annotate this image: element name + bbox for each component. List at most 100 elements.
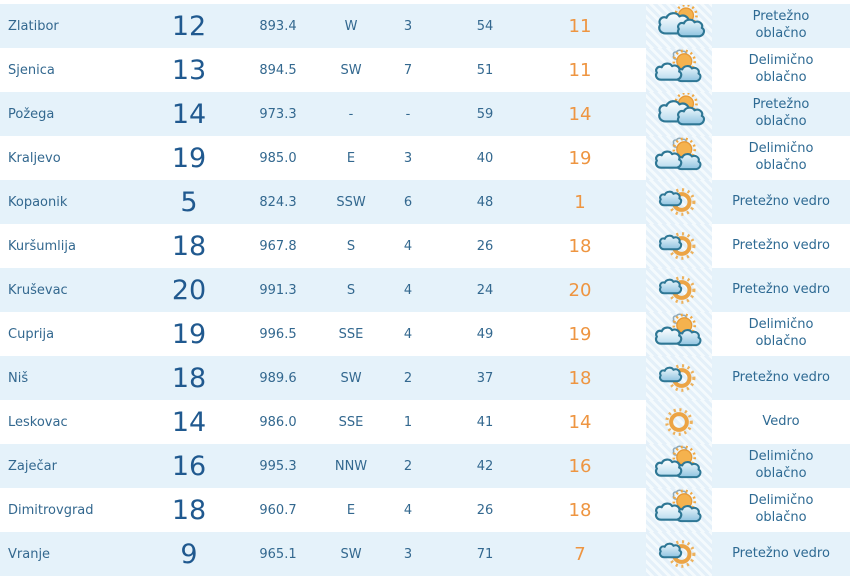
description-line: Vedro xyxy=(762,413,800,429)
partly-cloudy-weather-icon xyxy=(649,137,709,179)
wind-direction-value: SW xyxy=(340,62,362,78)
table-row: Požega 14 973.3 - - 59 14 Pretežno oblačn… xyxy=(0,92,850,136)
description-line: Pretežno vedro xyxy=(732,193,830,209)
pressure-value: 894.5 xyxy=(259,62,297,78)
wind-direction-value: S xyxy=(346,238,356,254)
pressure-value: 985.0 xyxy=(259,150,297,166)
weather-icon-cell xyxy=(646,312,712,356)
temperature-value: 13 xyxy=(171,54,207,86)
description-line: Delimično xyxy=(748,449,814,465)
pressure-value: 960.7 xyxy=(259,502,297,518)
weather-description: Pretežno vedro xyxy=(712,194,850,211)
temperature-value: 14 xyxy=(171,406,207,438)
city-name: Niš xyxy=(8,370,29,386)
temperature-value: 18 xyxy=(171,494,207,526)
weather-description: Vedro xyxy=(712,414,850,431)
description-line: Delimično xyxy=(748,317,814,333)
weather-description: Pretežno oblačno xyxy=(712,9,850,43)
table-row: Sjenica 13 894.5 SW 7 51 11 Delimično obl… xyxy=(0,48,850,92)
humidity-value: 71 xyxy=(476,546,494,562)
feels-like-value: 11 xyxy=(568,15,592,37)
partly-cloudy-weather-icon xyxy=(649,489,709,531)
humidity-value: 42 xyxy=(476,458,494,474)
weather-icon-cell xyxy=(646,48,712,92)
pressure-value: 967.8 xyxy=(259,238,297,254)
wind-direction-value: - xyxy=(348,106,354,122)
weather-icon-cell xyxy=(646,268,712,312)
weather-description: Pretežno oblačno xyxy=(712,97,850,131)
feels-like-value: 1 xyxy=(574,191,586,213)
pressure-value: 989.6 xyxy=(259,370,297,386)
mostly-clear-weather-icon xyxy=(649,225,709,267)
pressure-value: 991.3 xyxy=(259,282,297,298)
wind-speed-value: 2 xyxy=(403,458,413,474)
wind-speed-value: 4 xyxy=(403,326,413,342)
wind-direction-value: W xyxy=(344,18,358,34)
temperature-value: 16 xyxy=(171,450,207,482)
partly-cloudy-weather-icon xyxy=(649,445,709,487)
wind-direction-value: SW xyxy=(340,370,362,386)
table-row: Ćuprija 19 996.5 SSE 4 49 19 Delimično ob… xyxy=(0,312,850,356)
table-row: Kruševac 20 991.3 S 4 24 20 Pretežno ved… xyxy=(0,268,850,312)
temperature-value: 19 xyxy=(171,318,207,350)
city-name: Leskovac xyxy=(8,414,68,430)
wind-speed-value: - xyxy=(405,106,411,122)
weather-description: Pretežno vedro xyxy=(712,546,850,563)
wind-speed-value: 4 xyxy=(403,238,413,254)
humidity-value: 26 xyxy=(476,238,494,254)
clear-weather-icon xyxy=(649,401,709,443)
city-name: Kopaonik xyxy=(8,194,68,210)
humidity-value: 24 xyxy=(476,282,494,298)
weather-description: Pretežno vedro xyxy=(712,238,850,255)
wind-direction-value: SSW xyxy=(336,194,366,210)
humidity-value: 54 xyxy=(476,18,494,34)
humidity-value: 26 xyxy=(476,502,494,518)
table-row: Dimitrovgrad 18 960.7 E 4 26 18 Delimičn… xyxy=(0,488,850,532)
weather-icon-cell xyxy=(646,488,712,532)
wind-speed-value: 3 xyxy=(403,18,413,34)
feels-like-value: 16 xyxy=(568,455,592,477)
wind-direction-value: NNW xyxy=(334,458,368,474)
wind-speed-value: 4 xyxy=(403,502,413,518)
city-name: Kruševac xyxy=(8,282,68,298)
wind-speed-value: 6 xyxy=(403,194,413,210)
weather-description: Delimično oblačno xyxy=(712,493,850,527)
humidity-value: 51 xyxy=(476,62,494,78)
description-line: oblačno xyxy=(755,26,807,41)
wind-speed-value: 4 xyxy=(403,282,413,298)
wind-speed-value: 3 xyxy=(403,150,413,166)
description-line: Pretežno xyxy=(752,97,810,113)
weather-description: Delimično oblačno xyxy=(712,53,850,87)
weather-icon-cell xyxy=(646,532,712,576)
mostly-cloudy-weather-icon xyxy=(649,5,709,47)
pressure-value: 893.4 xyxy=(259,18,297,34)
table-row: Kuršumlija 18 967.8 S 4 26 18 Pretežno v… xyxy=(0,224,850,268)
wind-speed-value: 7 xyxy=(403,62,413,78)
description-line: oblačno xyxy=(755,70,807,85)
feels-like-value: 7 xyxy=(574,543,586,565)
temperature-value: 20 xyxy=(171,274,207,306)
weather-icon-cell xyxy=(646,92,712,136)
weather-icon-cell xyxy=(646,180,712,224)
partly-cloudy-weather-icon xyxy=(649,49,709,91)
description-line: Pretežno xyxy=(752,9,810,25)
temperature-value: 18 xyxy=(171,230,207,262)
weather-description: Delimično oblačno xyxy=(712,449,850,483)
table-row: Kraljevo 19 985.0 E 3 40 19 Delimično obl… xyxy=(0,136,850,180)
mostly-cloudy-weather-icon xyxy=(649,93,709,135)
weather-icon-cell xyxy=(646,136,712,180)
table-row: Zaječar 16 995.3 NNW 2 42 16 Delimično ob… xyxy=(0,444,850,488)
weather-description: Pretežno vedro xyxy=(712,282,850,299)
temperature-value: 9 xyxy=(180,538,198,570)
feels-like-value: 14 xyxy=(568,411,592,433)
mostly-clear-weather-icon xyxy=(649,269,709,311)
description-line: Pretežno vedro xyxy=(732,281,830,297)
table-row: Vranje 9 965.1 SW 3 71 7 Pretežno vedro xyxy=(0,532,850,576)
city-name: Dimitrovgrad xyxy=(8,502,94,518)
mostly-clear-weather-icon xyxy=(649,181,709,223)
mostly-clear-weather-icon xyxy=(649,533,709,575)
table-row: Niš 18 989.6 SW 2 37 18 Pretežno vedro xyxy=(0,356,850,400)
city-name: Zaječar xyxy=(8,458,57,474)
description-line: oblačno xyxy=(755,334,807,349)
